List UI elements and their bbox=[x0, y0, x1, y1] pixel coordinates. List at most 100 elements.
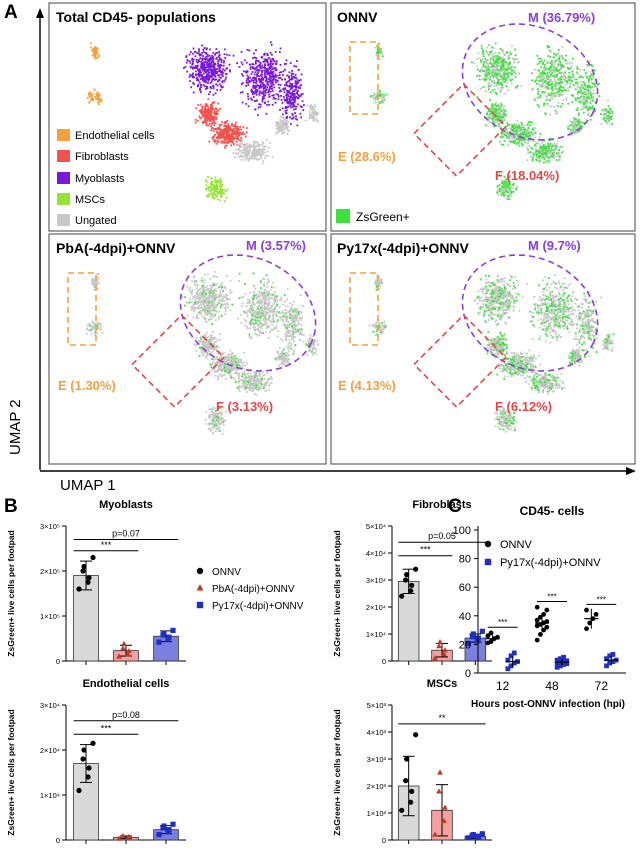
y-tick-label: 2×10³ bbox=[367, 782, 387, 791]
bar-chart-3: Endothelial cells ZsGreen+ live cells per… bbox=[6, 678, 186, 845]
data-point bbox=[544, 624, 550, 630]
data-point bbox=[564, 661, 570, 667]
data-point bbox=[85, 774, 91, 780]
data-point bbox=[470, 631, 476, 637]
y-tick-label: 1×10³ bbox=[367, 809, 387, 818]
data-point bbox=[76, 787, 82, 794]
gate-label-f-py: F (6.12%) bbox=[495, 399, 552, 414]
data-point bbox=[403, 778, 409, 784]
gate-label-e-pba: E (1.30%) bbox=[58, 378, 116, 393]
data-point bbox=[156, 832, 162, 838]
umap-figure: Total CD45- populations ONNV PbA(-4dpi)+… bbox=[7, 2, 636, 490]
significance-label: p=0.08 bbox=[112, 710, 140, 720]
data-point bbox=[399, 807, 405, 813]
data-point bbox=[442, 804, 448, 810]
legend-label-myoblasts: Myoblasts bbox=[75, 173, 125, 185]
gate-fibroblast-3 bbox=[412, 313, 508, 409]
panel-a-label: A bbox=[4, 2, 18, 23]
data-point bbox=[409, 582, 415, 588]
data-point bbox=[166, 634, 172, 640]
data-point bbox=[485, 633, 491, 639]
gate-myoblast-3 bbox=[461, 254, 599, 372]
data-point bbox=[441, 817, 447, 824]
y-tick-label: 3×10⁵ bbox=[40, 522, 60, 531]
data-point bbox=[554, 660, 560, 666]
data-point bbox=[470, 832, 476, 838]
legend-marker bbox=[484, 558, 492, 566]
data-point bbox=[465, 835, 471, 841]
y-axis-label: ZsGreen+ live cells per footpad bbox=[332, 530, 342, 656]
umap-panel-frame-3 bbox=[48, 233, 327, 465]
legend-label-mscs: MSCs bbox=[75, 194, 105, 206]
x-tick-label: 72 bbox=[595, 679, 609, 693]
umap-y-arrow-icon bbox=[36, 8, 44, 18]
data-point bbox=[488, 630, 494, 636]
data-point bbox=[161, 630, 167, 636]
y-tick-label: 0 bbox=[56, 657, 60, 666]
data-point bbox=[441, 651, 447, 657]
y-axis-label: ZsGreen+ live cells per footpad bbox=[332, 709, 342, 835]
data-point bbox=[558, 663, 563, 669]
y-tick-label: 100 bbox=[453, 525, 471, 537]
data-point bbox=[80, 756, 86, 762]
data-point bbox=[475, 833, 481, 839]
legend-label-fibroblasts: Fibroblasts bbox=[75, 151, 129, 163]
significance-label: *** bbox=[597, 595, 606, 604]
umap-y-label: UMAP 2 bbox=[7, 399, 24, 455]
data-point bbox=[436, 788, 442, 794]
data-point bbox=[125, 651, 131, 657]
significance-label: *** bbox=[101, 723, 112, 733]
legend-label-zsgreen: ZsGreen+ bbox=[356, 210, 410, 224]
data-point bbox=[511, 660, 517, 666]
y-tick-label: 60 bbox=[459, 582, 471, 594]
gate-endothelial-3 bbox=[349, 272, 379, 346]
y-tick-label: 3×10⁴ bbox=[366, 576, 386, 585]
data-point bbox=[534, 617, 540, 623]
legend-swatch-myoblasts bbox=[57, 172, 70, 184]
umap-title-4: Py17x(-4dpi)+ONNV bbox=[337, 240, 470, 256]
gate-endothelial-1 bbox=[349, 41, 379, 115]
data-point bbox=[116, 653, 122, 659]
y-tick-label: 5×10⁴ bbox=[366, 522, 386, 531]
data-point bbox=[607, 653, 613, 659]
umap-title-1: Total CD45- populations bbox=[56, 9, 216, 25]
legend-label-ungated: Ungated bbox=[75, 215, 117, 227]
legend-label: ONNV bbox=[212, 567, 241, 578]
data-point bbox=[554, 657, 560, 663]
data-point bbox=[76, 586, 82, 592]
y-tick-label: 2×10⁴ bbox=[366, 603, 386, 612]
data-point bbox=[408, 588, 414, 594]
gate-label-f-pba: F (3.13%) bbox=[216, 399, 273, 414]
data-point bbox=[126, 833, 132, 839]
umap-title-3: PbA(-4dpi)+ONNV bbox=[56, 240, 176, 256]
data-point bbox=[511, 650, 517, 656]
legend-label: Py17x(-4dpi)+ONNV bbox=[212, 601, 304, 612]
bar-chart-4: MSCs ZsGreen+ live cells per footpad 0 1×10… bbox=[332, 678, 492, 845]
y-tick-label: 4×10⁴ bbox=[366, 549, 386, 558]
legend-label: PbA(-4dpi)+ONNV bbox=[212, 584, 295, 595]
bar-charts: Myoblasts ZsGreen+ live cells per footpad… bbox=[6, 499, 626, 845]
umap-panel-frame-2 bbox=[330, 2, 636, 232]
legend-label-endothelial: Endothelial cells bbox=[75, 130, 155, 142]
significance-label: p=0.05 bbox=[428, 531, 456, 541]
data-point bbox=[544, 607, 550, 613]
data-point bbox=[479, 831, 485, 837]
legend-swatch-zsgreen bbox=[336, 209, 350, 223]
y-tick-label: 5×10³ bbox=[367, 701, 387, 710]
gate-fibroblast-2 bbox=[130, 313, 226, 409]
data-point bbox=[403, 577, 409, 583]
legend-swatch-ungated bbox=[57, 214, 70, 226]
y-axis-label: ZsGreen+ live cells per footpad bbox=[6, 530, 16, 656]
legend-swatch-mscs bbox=[57, 193, 70, 205]
data-point bbox=[432, 655, 438, 661]
data-point bbox=[126, 647, 132, 654]
x-tick-label: 48 bbox=[545, 679, 559, 693]
bar-chart-1: Myoblasts ZsGreen+ live cells per footpad… bbox=[6, 499, 304, 666]
data-point bbox=[437, 638, 443, 645]
significance-label: *** bbox=[547, 593, 556, 602]
data-point bbox=[474, 638, 480, 644]
x-axis-label: Hours post-ONNV infection (hpi) bbox=[471, 699, 625, 710]
legend-swatch-fibroblasts bbox=[57, 150, 70, 162]
umap-panel-frame-1 bbox=[48, 2, 327, 232]
y-tick-label: 1×10⁴ bbox=[40, 791, 60, 800]
